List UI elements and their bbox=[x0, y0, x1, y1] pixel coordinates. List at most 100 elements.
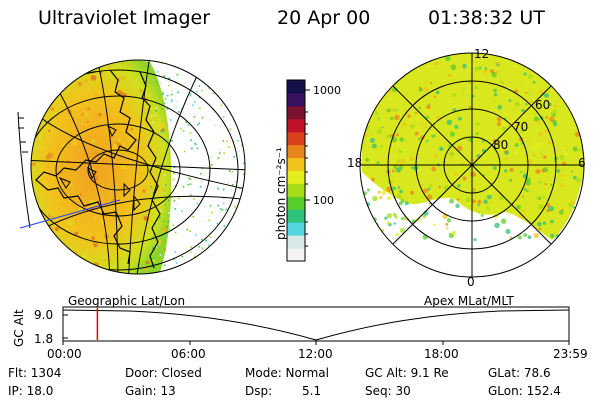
speckle bbox=[538, 204, 544, 210]
speckle bbox=[141, 188, 147, 194]
flight-info: Flt: 1304 bbox=[8, 366, 62, 380]
scatter-pixel bbox=[194, 142, 196, 145]
speckle bbox=[77, 66, 80, 69]
scatter-pixel bbox=[211, 164, 213, 166]
scatter-pixel bbox=[185, 121, 188, 123]
speckle bbox=[129, 194, 133, 198]
scatter-pixel bbox=[240, 144, 243, 147]
scatter-pixel bbox=[152, 247, 154, 249]
scatter-pixel bbox=[160, 82, 162, 85]
speckle bbox=[579, 198, 584, 203]
scatter-pixel bbox=[198, 85, 201, 87]
speckle bbox=[448, 74, 451, 77]
speckle bbox=[407, 66, 411, 69]
scatter-pixel bbox=[163, 264, 166, 267]
speckle bbox=[86, 120, 89, 123]
scatter-pixel bbox=[161, 107, 163, 110]
speckle bbox=[428, 183, 433, 188]
speckle bbox=[433, 154, 438, 159]
speckle bbox=[412, 165, 419, 171]
scatter-pixel bbox=[161, 132, 163, 134]
speckle bbox=[523, 188, 527, 191]
speckle bbox=[572, 146, 578, 152]
speckle bbox=[533, 116, 540, 122]
speckle bbox=[558, 209, 564, 215]
speckle bbox=[396, 71, 400, 75]
speckle bbox=[514, 124, 518, 129]
speckle bbox=[423, 188, 429, 194]
speckle bbox=[526, 82, 529, 85]
scatter-pixel bbox=[226, 140, 228, 143]
speckle bbox=[525, 177, 531, 183]
polar-mlt-label-0: 0 bbox=[467, 275, 475, 289]
coastline-outline bbox=[35, 69, 161, 269]
speckle bbox=[577, 81, 584, 87]
speckle bbox=[395, 133, 399, 137]
speckle bbox=[462, 63, 467, 69]
scatter-pixel bbox=[152, 166, 155, 168]
speckle bbox=[496, 70, 500, 75]
scatter-pixel bbox=[193, 255, 196, 258]
scatter-pixel bbox=[152, 156, 155, 158]
speckle bbox=[552, 119, 557, 124]
speckle bbox=[379, 196, 383, 200]
speckle bbox=[418, 106, 421, 110]
scatter-pixel bbox=[207, 244, 210, 247]
mode-info: Mode: Normal bbox=[245, 366, 329, 380]
speckle bbox=[550, 219, 554, 224]
speckle bbox=[420, 54, 424, 57]
colorbar-gradient bbox=[287, 80, 305, 262]
timeline-y-tick-9: 9.0 bbox=[34, 308, 54, 322]
speckle bbox=[374, 111, 379, 116]
speckle bbox=[548, 102, 552, 106]
globe-edge-ticks bbox=[18, 117, 28, 153]
colorbar bbox=[286, 79, 310, 262]
speckle bbox=[423, 86, 429, 93]
scatter-pixel bbox=[168, 227, 171, 230]
speckle bbox=[492, 138, 497, 143]
speckle bbox=[561, 208, 564, 212]
speckle bbox=[509, 167, 514, 173]
speckle bbox=[446, 227, 449, 230]
speckle bbox=[84, 112, 89, 117]
speckle bbox=[388, 63, 393, 68]
scatter-pixel bbox=[195, 143, 198, 146]
speckle bbox=[516, 204, 522, 210]
speckle bbox=[155, 189, 161, 195]
speckle bbox=[451, 92, 456, 98]
scatter-pixel bbox=[168, 77, 171, 80]
speckle bbox=[374, 97, 379, 101]
speckle bbox=[469, 106, 472, 109]
time-label: 01:38:32 UT bbox=[428, 7, 545, 29]
speckle bbox=[107, 65, 111, 69]
speckle bbox=[537, 63, 543, 68]
speckle bbox=[575, 70, 579, 74]
speckle bbox=[538, 227, 542, 231]
scatter-pixel bbox=[175, 106, 178, 108]
speckle bbox=[411, 54, 416, 59]
speckle bbox=[500, 141, 503, 144]
scatter-pixel bbox=[237, 139, 239, 142]
speckle bbox=[380, 83, 384, 87]
speckle bbox=[492, 166, 497, 170]
speckle bbox=[551, 181, 554, 185]
scatter-pixel bbox=[152, 114, 155, 117]
speckle bbox=[435, 90, 440, 95]
scatter-pixel bbox=[214, 124, 217, 127]
scatter-pixel bbox=[217, 157, 220, 159]
speckle bbox=[540, 152, 544, 156]
scatter-pixel bbox=[201, 116, 204, 119]
speckle bbox=[522, 208, 526, 212]
speckle bbox=[480, 213, 484, 217]
speckle bbox=[457, 145, 463, 151]
scatter-pixel bbox=[166, 235, 168, 238]
speckle bbox=[532, 153, 536, 157]
speckle bbox=[544, 182, 547, 186]
timeline-right-title: Apex MLat/MLT bbox=[424, 294, 514, 308]
speckle bbox=[80, 134, 83, 137]
scatter-pixel bbox=[198, 246, 200, 248]
speckle bbox=[386, 221, 390, 225]
speckle bbox=[509, 178, 513, 182]
speckle bbox=[496, 121, 502, 127]
speckle bbox=[48, 129, 51, 133]
